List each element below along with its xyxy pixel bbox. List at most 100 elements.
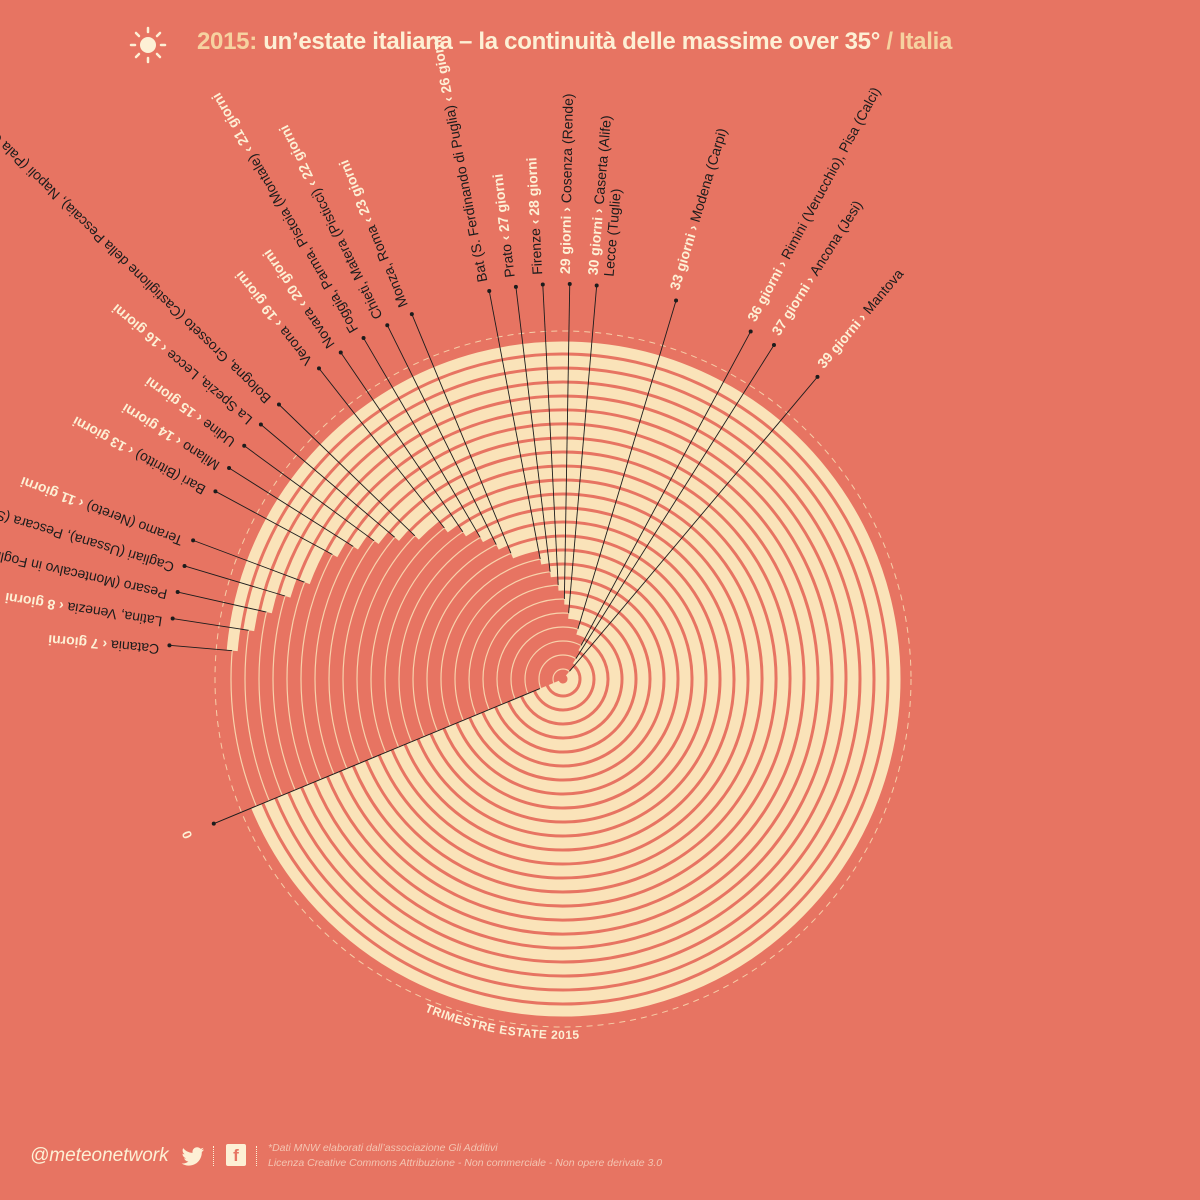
leader-dot bbox=[316, 366, 321, 371]
leader-dot bbox=[771, 343, 776, 348]
zero-line bbox=[213, 688, 541, 825]
credits: *Dati MNW elaborati dall’associazione Gl… bbox=[268, 1141, 662, 1171]
days-value: ‹ 23 giorni bbox=[336, 158, 378, 230]
leader-line bbox=[278, 404, 416, 537]
leader-line bbox=[569, 376, 818, 672]
day-arc bbox=[243, 355, 887, 1003]
leader-dot bbox=[175, 590, 180, 595]
leader-dot bbox=[167, 643, 172, 648]
leader-line bbox=[172, 618, 249, 631]
leader-line bbox=[515, 286, 551, 572]
days-value: 29 giorni › bbox=[557, 203, 574, 274]
days-value: ‹ 27 giorni bbox=[489, 173, 513, 245]
leader-dot bbox=[567, 282, 572, 287]
city-label: Monza, Roma ‹ 23 giorni bbox=[336, 158, 411, 310]
leader-dot bbox=[540, 282, 545, 287]
days-value: ‹ 26 giorni bbox=[428, 34, 457, 107]
city-name: Cosenza (Rende) bbox=[558, 93, 576, 203]
day-arc bbox=[299, 397, 845, 961]
day-arc bbox=[432, 537, 705, 821]
leader-dot bbox=[258, 422, 263, 427]
leader-line bbox=[184, 565, 286, 597]
leader-dot bbox=[361, 336, 366, 341]
leader-line bbox=[260, 424, 396, 538]
leader-dot bbox=[385, 323, 390, 328]
day-arc bbox=[471, 579, 663, 779]
day-arc bbox=[509, 623, 621, 737]
city-name: Catania bbox=[110, 637, 160, 657]
leader-dot bbox=[748, 329, 753, 334]
leader-line bbox=[488, 290, 541, 560]
leader-dot bbox=[213, 489, 218, 494]
city-label: Bat (S. Ferdinando di Puglia) ‹ 26 giorn… bbox=[428, 34, 490, 283]
leader-line bbox=[563, 284, 571, 600]
day-arcs bbox=[226, 341, 901, 1017]
leader-dot bbox=[242, 443, 247, 448]
city-label: Udine ‹ 15 giorni bbox=[142, 374, 238, 450]
sun-icon bbox=[129, 26, 167, 64]
leader-line bbox=[340, 352, 464, 533]
city-name: Bat (S. Ferdinando di Puglia) bbox=[441, 104, 490, 284]
period-outline bbox=[214, 330, 912, 1028]
credit-line-1: *Dati MNW elaborati dall’associazione Gl… bbox=[268, 1142, 498, 1154]
city-label: Catania ‹ 7 giorni bbox=[47, 632, 159, 657]
leader-line bbox=[192, 539, 305, 583]
day-arc bbox=[279, 383, 859, 975]
city-label: 30 giorni › Caserta (Alife)Lecce (Tuglie… bbox=[585, 115, 631, 277]
page-title: 2015: un’estate italiana – la continuità… bbox=[197, 28, 952, 56]
leader-line bbox=[575, 344, 775, 659]
days-value: ‹ 7 giorni bbox=[47, 632, 111, 653]
twitter-icon[interactable] bbox=[181, 1147, 205, 1167]
facebook-icon[interactable]: f bbox=[226, 1144, 246, 1166]
day-arc bbox=[367, 467, 775, 891]
leader-line bbox=[215, 490, 333, 555]
city-name: Novara bbox=[299, 305, 338, 351]
leader-dot bbox=[170, 616, 175, 621]
city-label: Firenze ‹ 28 giorni bbox=[523, 157, 545, 275]
city-label: 39 giorni › Mantova bbox=[814, 265, 907, 371]
leader-dot bbox=[487, 288, 492, 293]
leader-line bbox=[243, 445, 375, 542]
footer-separator bbox=[256, 1146, 257, 1166]
day-arc bbox=[484, 593, 649, 765]
footer-handle[interactable]: @meteonetwork bbox=[30, 1145, 169, 1166]
city-name: Cagliari (Ussana), Pescara (Spoltore), S… bbox=[0, 416, 176, 575]
day-arc bbox=[341, 439, 803, 919]
credit-line-2: Licenza Creative Commons Attribuzione - … bbox=[268, 1157, 663, 1169]
leader-line bbox=[318, 368, 445, 529]
day-arc bbox=[393, 495, 747, 863]
city-name: Caserta (Alife) bbox=[591, 115, 615, 206]
day-arc bbox=[548, 667, 579, 695]
days-value: ‹ 21 giorni bbox=[208, 90, 258, 159]
leader-line bbox=[228, 467, 354, 547]
leader-dot bbox=[594, 283, 599, 288]
leader-line bbox=[169, 644, 233, 652]
days-value: 39 giorni › bbox=[814, 307, 872, 371]
title-main: un’estate italiana – la continuità delle… bbox=[256, 28, 887, 55]
zero-label: 0 bbox=[179, 829, 196, 841]
leader-line bbox=[411, 313, 512, 554]
city-label: 33 giorni › Modena (Carpi) bbox=[666, 126, 729, 292]
leader-dot bbox=[815, 374, 820, 379]
footer-separator bbox=[213, 1146, 214, 1166]
city-name: Latina, Venezia bbox=[66, 599, 163, 629]
leader-dot bbox=[182, 563, 187, 568]
day-arc bbox=[315, 411, 831, 947]
leader-dot bbox=[409, 312, 414, 317]
city-name: Firenze bbox=[527, 228, 545, 276]
day-arc bbox=[354, 453, 789, 905]
days-value: ‹ 22 giorni bbox=[276, 123, 322, 194]
day-arc bbox=[535, 654, 593, 709]
city-name: Modena (Carpi) bbox=[687, 126, 730, 224]
days-value: 33 giorni › bbox=[666, 219, 702, 291]
city-name: Prato bbox=[498, 243, 518, 278]
day-arc bbox=[496, 607, 635, 751]
days-value: ‹ 8 giorni bbox=[4, 590, 69, 615]
day-arc bbox=[445, 551, 691, 807]
days-value: 30 giorni › bbox=[585, 204, 607, 276]
city-label: Bologna, Grosseto (Castiglione della Pes… bbox=[0, 36, 274, 407]
leader-line bbox=[577, 300, 677, 630]
title-year: 2015: bbox=[197, 28, 257, 55]
leader-dot bbox=[276, 402, 281, 407]
